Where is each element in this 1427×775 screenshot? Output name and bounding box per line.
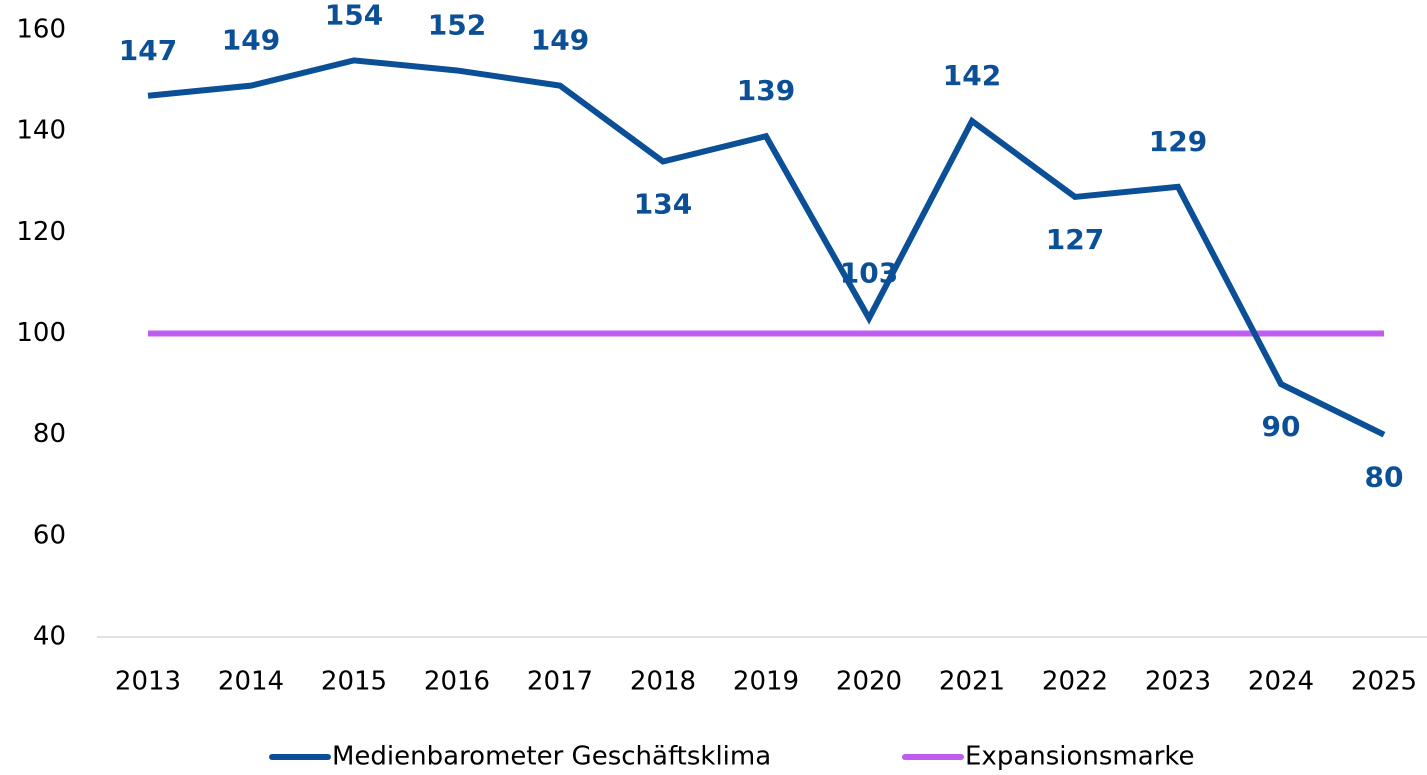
series-line <box>147 57 1386 438</box>
data-label: 80 <box>1365 461 1404 494</box>
x-tick-label: 2015 <box>321 667 387 697</box>
data-label: 129 <box>1149 125 1207 158</box>
data-label: 103 <box>840 256 898 289</box>
x-tick-label: 2016 <box>424 667 490 697</box>
x-tick-label: 2025 <box>1351 667 1417 697</box>
y-tick-label: 140 <box>16 116 66 146</box>
data-label: 147 <box>119 34 177 67</box>
x-tick-label: 2019 <box>733 667 799 697</box>
data-label: 142 <box>943 59 1001 92</box>
x-tick-label: 2020 <box>836 667 902 697</box>
x-tick-label: 2024 <box>1248 667 1314 697</box>
data-label: 127 <box>1046 223 1104 256</box>
data-label: 152 <box>428 8 486 41</box>
y-tick-label: 60 <box>33 520 66 550</box>
x-tick-label: 2022 <box>1042 667 1108 697</box>
y-tick-label: 120 <box>16 217 66 247</box>
data-label: 90 <box>1262 410 1301 443</box>
x-tick-label: 2017 <box>527 667 593 697</box>
data-label: 149 <box>222 24 280 57</box>
data-label: 139 <box>737 74 795 107</box>
data-label: 149 <box>531 24 589 57</box>
legend-label: Expansionsmarke <box>965 742 1195 772</box>
x-tick-label: 2013 <box>115 667 181 697</box>
y-tick-label: 40 <box>33 622 66 652</box>
legend-label: Medienbarometer Geschäftsklima <box>332 742 771 772</box>
x-tick-label: 2021 <box>939 667 1005 697</box>
y-tick-label: 160 <box>16 15 66 45</box>
x-tick-label: 2014 <box>218 667 284 697</box>
y-tick-label: 100 <box>16 318 66 348</box>
x-tick-label: 2018 <box>630 667 696 697</box>
data-label: 134 <box>634 188 692 221</box>
x-tick-label: 2023 <box>1145 667 1211 697</box>
y-tick-label: 80 <box>33 419 66 449</box>
data-label: 154 <box>325 0 383 31</box>
